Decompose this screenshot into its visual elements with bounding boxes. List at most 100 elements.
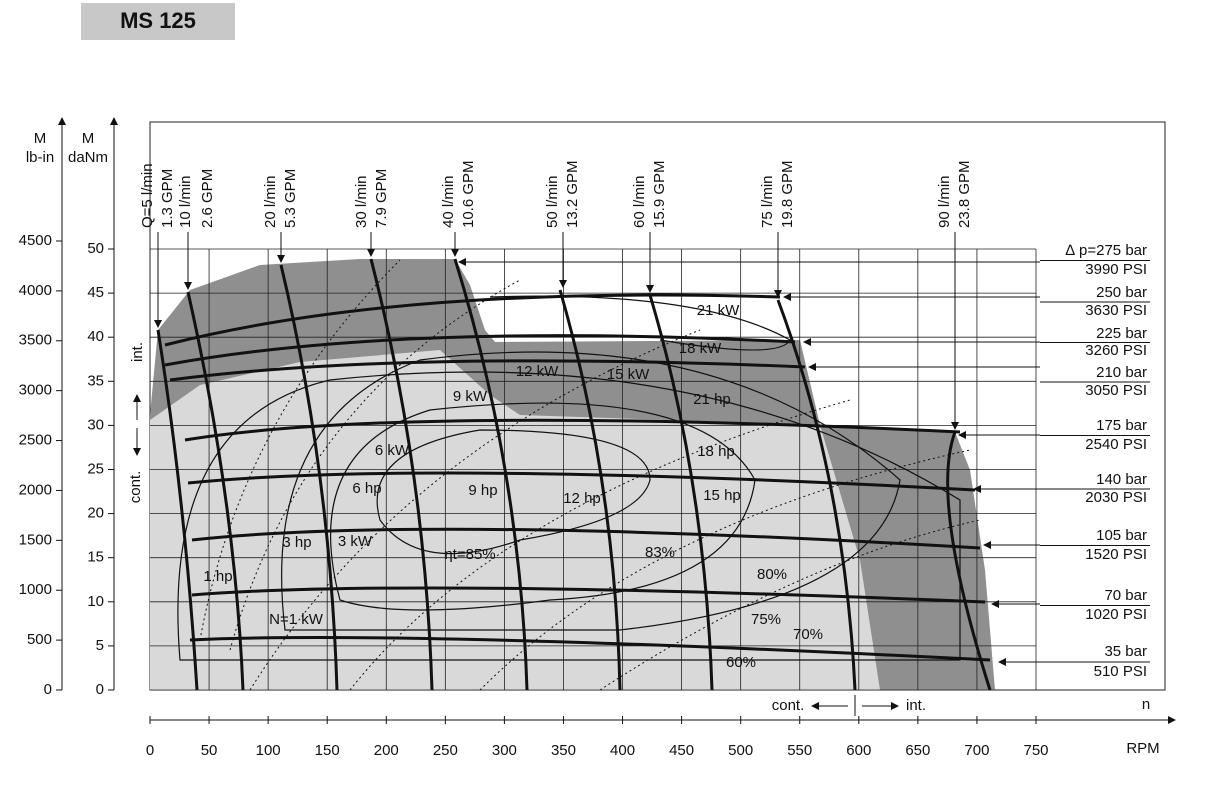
flow-label: 1.3 GPM — [159, 169, 176, 228]
flow-label: 10 l/min — [177, 175, 194, 228]
curve-label: 9 kW — [453, 388, 488, 405]
y-tick-label: 0 — [44, 681, 52, 698]
pressure-label: 140 bar — [1096, 471, 1147, 488]
curve-label: 12 hp — [563, 490, 601, 507]
y-label: daNm — [68, 149, 108, 166]
flow-label: 5.3 GPM — [282, 169, 299, 228]
pressure-label: 105 bar — [1096, 527, 1147, 544]
flow-label: 30 l/min — [353, 175, 370, 228]
x-tick-label: 400 — [610, 742, 635, 759]
x-tick-label: 450 — [669, 742, 694, 759]
n-label: n — [1142, 696, 1150, 713]
x-tick-label: 350 — [551, 742, 576, 759]
flow-label: 75 l/min — [759, 175, 776, 228]
pressure-label: 3630 PSI — [1085, 302, 1147, 319]
y-tick-label: 500 — [27, 631, 52, 648]
curve-label: 6 hp — [352, 480, 381, 497]
x-axis-label: RPM — [1126, 740, 1159, 757]
curves — [156, 258, 992, 691]
x-tick-label: 250 — [433, 742, 458, 759]
flow-label: 2.6 GPM — [199, 169, 216, 228]
y-tick-label: 5 — [96, 637, 104, 654]
pressure-label: 2540 PSI — [1085, 436, 1147, 453]
pressure-label: 3260 PSI — [1085, 342, 1147, 359]
curve-label: 9 hp — [468, 482, 497, 499]
flow-label: 23.8 GPM — [956, 160, 973, 228]
curve-label: N=1 kW — [269, 611, 324, 628]
y-tick-label: 40 — [87, 328, 104, 345]
pressure-label: 3050 PSI — [1085, 382, 1147, 399]
pressure-label: 225 bar — [1096, 325, 1147, 342]
x-tick-label: 500 — [728, 742, 753, 759]
y-tick-label: 3500 — [19, 332, 52, 349]
pressure-label: ∆ p=275 bar — [1066, 242, 1147, 259]
title-box — [81, 3, 235, 40]
curve-label: 12 kW — [516, 363, 559, 380]
flow-label: 13.2 GPM — [564, 160, 581, 228]
flow-label: 10.6 GPM — [460, 160, 477, 228]
pressure-label: 1020 PSI — [1085, 606, 1147, 623]
curve-label: 15 hp — [703, 487, 741, 504]
x-tick-label: 100 — [256, 742, 281, 759]
bottom-label: cont. — [772, 697, 805, 714]
flow-label: 19.8 GPM — [779, 160, 796, 228]
y-tick-label: 50 — [87, 240, 104, 257]
curve-label: 15 kW — [607, 366, 650, 383]
x-tick-label: 50 — [201, 742, 218, 759]
x-tick-label: 200 — [374, 742, 399, 759]
x-tick-label: 600 — [846, 742, 871, 759]
y-label: lb-in — [26, 149, 54, 166]
y-tick-label: 4000 — [19, 282, 52, 299]
y-tick-label: 0 — [96, 681, 104, 698]
y-tick-label: 15 — [87, 549, 104, 566]
y-tick-label: 45 — [87, 284, 104, 301]
curve-label: 80% — [757, 566, 787, 583]
y-tick-label: 4500 — [19, 232, 52, 249]
flow-label: Q=5 l/min — [139, 163, 156, 228]
flow-label: 40 l/min — [440, 175, 457, 228]
curve-label: 3 hp — [282, 534, 311, 551]
y-tick-label: 25 — [87, 460, 104, 477]
curve-label: 21 kW — [697, 302, 740, 319]
pressure-label: 35 bar — [1104, 643, 1147, 660]
y-tick-label: 2000 — [19, 481, 52, 498]
curve-label: ηt=85% — [444, 546, 495, 563]
curve-label: 18 kW — [679, 340, 722, 357]
flow-label: 15.9 GPM — [651, 160, 668, 228]
y-label: M — [82, 130, 95, 147]
x-tick-label: 750 — [1023, 742, 1048, 759]
flow-label: 90 l/min — [936, 175, 953, 228]
x-tick-label: 300 — [492, 742, 517, 759]
curve-label: 18 hp — [697, 443, 735, 460]
pressure-label: 250 bar — [1096, 284, 1147, 301]
side-label: cont. — [127, 471, 144, 504]
pressure-label: 210 bar — [1096, 364, 1147, 381]
flow-label: 50 l/min — [544, 175, 561, 228]
pressure-label: 70 bar — [1104, 587, 1147, 604]
pressure-label: 175 bar — [1096, 417, 1147, 434]
flow-label: 20 l/min — [262, 175, 279, 228]
title: MS 125 — [120, 8, 196, 33]
curve-label: 1 hp — [203, 568, 232, 585]
pressure-label: 510 PSI — [1094, 663, 1147, 680]
y-tick-label: 10 — [87, 593, 104, 610]
y-tick-label: 30 — [87, 416, 104, 433]
curve-label: 21 hp — [693, 391, 731, 408]
x-tick-label: 650 — [905, 742, 930, 759]
side-label: int. — [129, 342, 146, 362]
curve-label: 83% — [645, 544, 675, 561]
y-tick-label: 1000 — [19, 581, 52, 598]
bottom-label: int. — [906, 697, 926, 714]
curve-label: 70% — [793, 626, 823, 643]
x-tick-label: 150 — [315, 742, 340, 759]
curve-label: 3 kW — [338, 533, 373, 550]
curve-label: 60% — [726, 654, 756, 671]
x-tick-label: 0 — [146, 742, 154, 759]
y-tick-label: 35 — [87, 372, 104, 389]
y-tick-label: 3000 — [19, 382, 52, 399]
pressure-label: 1520 PSI — [1085, 546, 1147, 563]
pressure-label: 2030 PSI — [1085, 489, 1147, 506]
pressure-label: 3990 PSI — [1085, 261, 1147, 278]
y-label: M — [34, 130, 47, 147]
